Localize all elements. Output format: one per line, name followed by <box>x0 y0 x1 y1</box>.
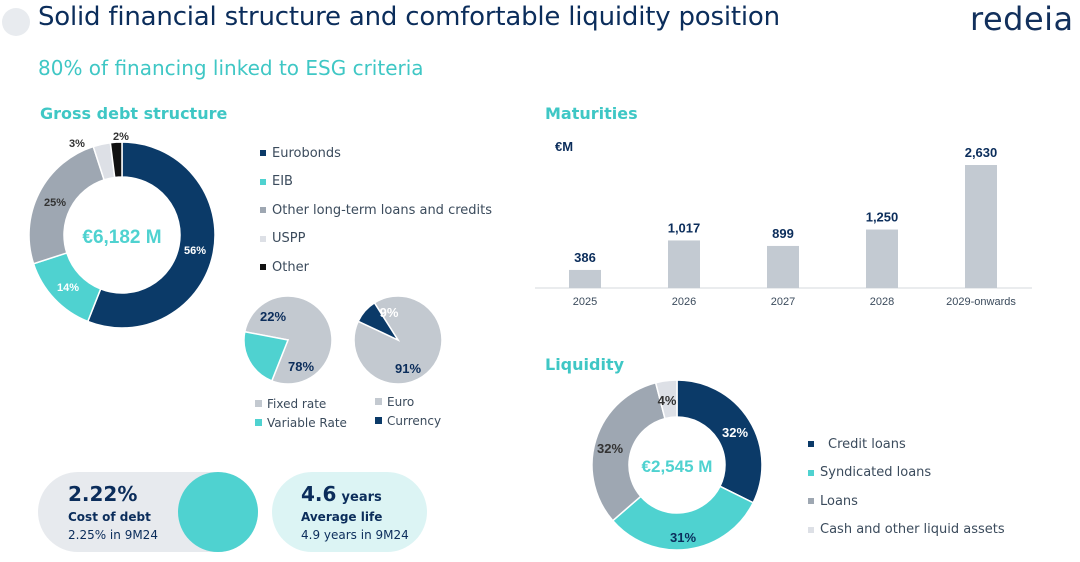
cost-of-debt-value: 2.22% <box>68 482 138 506</box>
maturities-value-label: 899 <box>772 226 794 241</box>
liquidity-legend: Credit loans Syndicated loans Loans Cash… <box>808 430 1005 544</box>
title-bullet <box>2 8 30 36</box>
maturities-title: Maturities <box>545 104 638 123</box>
decorative-circle <box>178 472 258 552</box>
maturities-tick-label: 2029-onwards <box>946 296 1016 308</box>
rate-type-legend: Fixed rate Variable Rate <box>255 394 347 432</box>
currency-pie: 91% 9% <box>353 295 443 385</box>
liquidity-slice-syndicated-loans <box>611 485 755 551</box>
average-life-sub: 4.9 years in 9M24 <box>301 528 409 542</box>
maturities-value-label: 1,017 <box>668 220 701 235</box>
redeia-logo: redeia <box>970 0 1074 38</box>
legend-item: Currency <box>375 411 441 430</box>
gross-debt-label-eurobonds: 56% <box>184 245 206 257</box>
legend-item: Other <box>260 253 492 282</box>
gross-debt-label-eib: 14% <box>57 282 79 294</box>
liquidity-donut: 32% 31% 32% 4% €2,545 M <box>591 379 763 551</box>
maturities-bar-chart: €M 386 2025 1,017 2026 899 2027 1,250 2028 2,630… <box>535 139 1032 308</box>
maturities-bar-2025 <box>569 269 601 288</box>
legend-swatch <box>260 150 266 157</box>
maturities-tick-label: 2027 <box>771 296 795 308</box>
liquidity-title: Liquidity <box>545 355 625 374</box>
liquidity-label-syndicated-loans: 31% <box>670 530 696 545</box>
legend-swatch <box>808 441 814 448</box>
rate-type-label-variable-rate: 22% <box>260 309 286 324</box>
maturities-value-label: 2,630 <box>965 145 998 160</box>
gross-debt-center-label: €6,182 M <box>82 227 161 248</box>
average-life-card <box>272 472 427 552</box>
gross-debt-slice-other <box>109 141 123 179</box>
gross-debt-legend: Eurobonds EIB Other long-term loans and … <box>260 139 492 282</box>
maturities-tick-label: 2025 <box>573 296 597 308</box>
maturities-tick-label: 2028 <box>870 296 894 308</box>
average-life-label: Average life <box>301 510 383 524</box>
currency-slice-currency <box>357 301 401 342</box>
rate-type-slice-variable-rate <box>243 330 290 382</box>
cost-of-debt-label: Cost of debt <box>68 510 151 524</box>
page-title: Solid financial structure and comfortabl… <box>38 2 780 32</box>
liquidity-center-label: €2,545 M <box>642 457 713 476</box>
gross-debt-slice-eurobonds <box>86 141 216 329</box>
gross-debt-donut: 56% 14% 25% 3% 2% €6,182 M <box>28 131 216 329</box>
cost-of-debt-sub: 2.25% in 9M24 <box>68 528 158 542</box>
legend-item: Loans <box>808 487 1005 516</box>
average-life-value-group: 4.6 years <box>301 482 382 506</box>
legend-item: Variable Rate <box>255 413 347 432</box>
maturities-value-label: 1,250 <box>866 210 899 225</box>
maturities-bar-2027 <box>767 245 799 288</box>
legend-swatch <box>808 526 814 533</box>
legend-swatch <box>260 264 266 271</box>
maturities-bar-2029-onwards <box>965 165 997 288</box>
legend-item: Other long-term loans and credits <box>260 196 492 225</box>
legend-swatch <box>255 419 262 426</box>
liquidity-slice-cash-and-other-liquid-assets <box>654 379 678 420</box>
gross-debt-label-other-long-term-loans-and-credits: 25% <box>44 197 66 209</box>
legend-item: Syndicated loans <box>808 459 1005 488</box>
legend-item: Credit loans <box>808 430 1005 459</box>
rate-type-label-fixed-rate: 78% <box>288 359 314 374</box>
liquidity-label-cash-and-other-liquid-assets: 4% <box>658 393 677 408</box>
maturities-bar-2026 <box>668 240 700 288</box>
maturities-value-label: 386 <box>574 250 596 265</box>
legend-swatch <box>808 498 814 505</box>
legend-item: Eurobonds <box>260 139 492 168</box>
legend-swatch <box>375 417 382 424</box>
legend-item: EIB <box>260 168 492 197</box>
page-subtitle: 80% of financing linked to ESG criteria <box>38 56 424 80</box>
legend-swatch <box>255 400 262 407</box>
currency-legend: Euro Currency <box>375 392 441 430</box>
legend-swatch <box>260 235 266 242</box>
maturities-unit-label: €M <box>555 139 573 154</box>
gross-debt-title: Gross debt structure <box>40 104 228 123</box>
legend-item: Fixed rate <box>255 394 347 413</box>
gross-debt-label-other: 2% <box>113 131 129 143</box>
legend-swatch <box>260 178 266 185</box>
average-life-value: 4.6 <box>301 482 337 506</box>
average-life-unit: years <box>341 490 382 505</box>
legend-item: USPP <box>260 225 492 254</box>
legend-item: Euro <box>375 392 441 411</box>
legend-item: Cash and other liquid assets <box>808 516 1005 545</box>
liquidity-slice-credit-loans <box>676 379 763 504</box>
maturities-bar-2028 <box>866 229 898 288</box>
liquidity-slice-loans <box>591 381 666 522</box>
currency-label-euro: 91% <box>395 361 421 376</box>
liquidity-label-loans: 32% <box>597 441 623 456</box>
liquidity-label-credit-loans: 32% <box>722 425 748 440</box>
legend-swatch <box>260 207 266 214</box>
maturities-tick-label: 2026 <box>672 296 696 308</box>
rate-type-pie: 78% 22% <box>243 295 333 385</box>
gross-debt-label-uspp: 3% <box>69 138 85 150</box>
currency-label-currency: 9% <box>380 305 399 320</box>
legend-swatch <box>375 398 382 405</box>
legend-swatch <box>808 469 814 476</box>
